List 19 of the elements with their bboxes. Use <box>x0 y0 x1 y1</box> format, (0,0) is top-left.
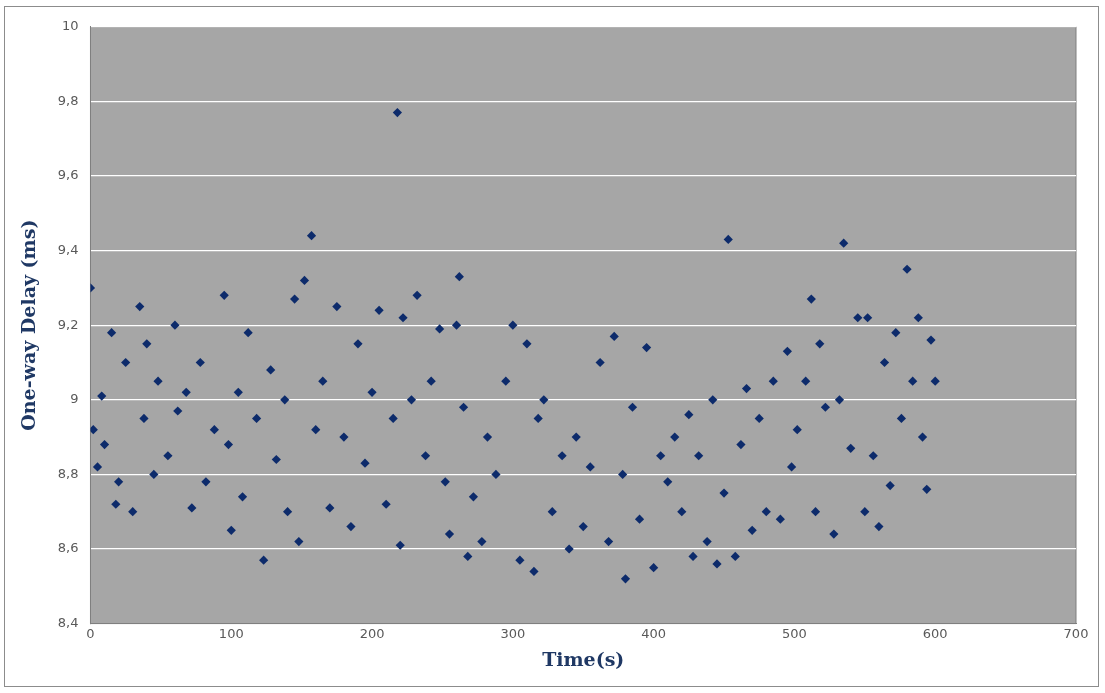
x-tick-label: 200 <box>359 625 385 641</box>
y-tick-label: 8,8 <box>57 465 79 481</box>
x-tick-label: 700 <box>1063 625 1089 641</box>
x-tick-label: 600 <box>922 625 948 641</box>
y-tick-label: 9,2 <box>57 316 79 332</box>
y-tick-label: 9 <box>70 391 79 407</box>
y-tick-label: 8,4 <box>57 614 79 630</box>
y-axis-title: One-way Delay (ms) <box>17 219 40 431</box>
x-tick-label: 400 <box>641 625 667 641</box>
x-tick-label: 300 <box>500 625 526 641</box>
y-tick-label: 9,4 <box>57 241 79 257</box>
x-tick-label: 0 <box>86 625 95 641</box>
y-tick-label: 10 <box>61 18 79 34</box>
x-tick-label: 500 <box>782 625 807 641</box>
y-tick-label: 9,8 <box>57 92 79 108</box>
y-tick-label: 9,6 <box>57 167 79 183</box>
y-tick-label: 8,6 <box>57 540 79 556</box>
x-axis-title: Time(s) <box>542 647 625 670</box>
x-tick-label: 100 <box>218 625 244 641</box>
